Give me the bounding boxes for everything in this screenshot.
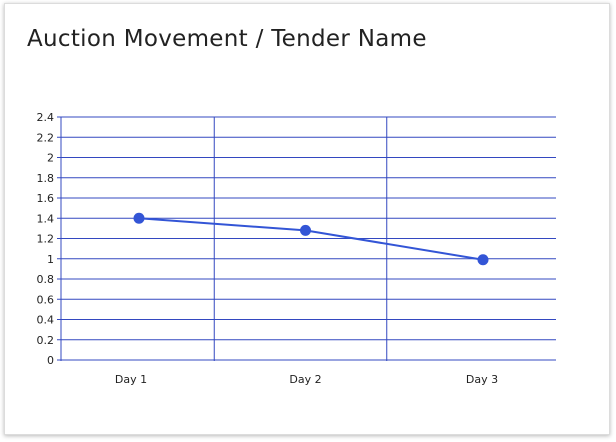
y-axis-ticks: 0 0.2 0.4 0.6 0.8 1 1.2 1.4 1.6 1.8 2 2.2 2.4 [37, 111, 55, 367]
y-tick-label: 1.4 [37, 212, 55, 225]
x-axis-ticks: Day 1 Day 2 Day 3 [115, 373, 498, 386]
chart-grid [57, 116, 556, 361]
series-line [138, 217, 484, 261]
y-tick-label: 0.4 [37, 314, 55, 327]
x-tick-label: Day 1 [115, 373, 147, 386]
y-tick-label: 2.4 [37, 111, 55, 124]
y-tick-label: 2.2 [37, 131, 55, 144]
y-tick-label: 0.2 [37, 334, 55, 347]
chart-series [133, 212, 489, 266]
x-tick-label: Day 3 [466, 373, 498, 386]
page-title: Auction Movement / Tender Name [27, 26, 427, 52]
x-tick-label: Day 2 [289, 373, 321, 386]
y-tick-label: 1.8 [37, 172, 55, 185]
data-point[interactable] [300, 224, 311, 236]
y-tick-label: 1 [47, 253, 54, 266]
y-tick-label: 0.6 [37, 293, 55, 306]
data-point[interactable] [133, 212, 145, 224]
y-tick-label: 1.6 [37, 192, 55, 205]
chart-card: Auction Movement / Tender Name [4, 3, 610, 435]
y-tick-label: 0.8 [37, 273, 55, 286]
y-tick-label: 2 [47, 152, 54, 165]
data-point[interactable] [477, 254, 489, 266]
y-tick-label: 1.2 [37, 233, 55, 246]
y-tick-label: 0 [47, 354, 54, 367]
